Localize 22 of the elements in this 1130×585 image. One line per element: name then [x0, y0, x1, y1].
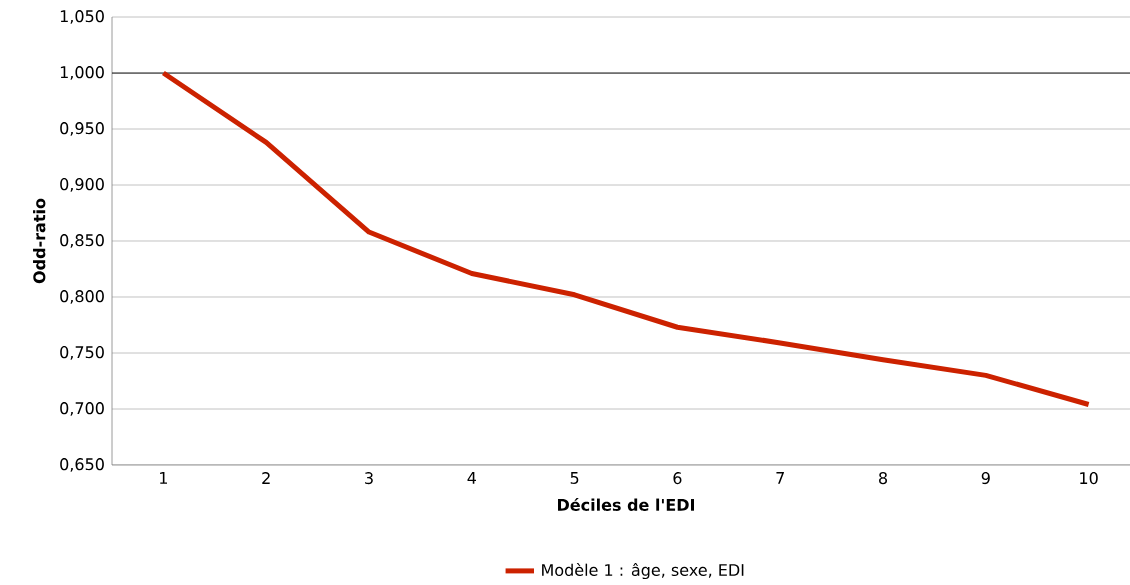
- y-tick-label: 0,900: [60, 178, 104, 192]
- x-tick-label: 3: [365, 472, 373, 485]
- x-tick-label: 9: [981, 472, 990, 485]
- x-tick-label: 2: [262, 472, 270, 484]
- y-tick-label: 1,000: [60, 66, 104, 80]
- y-axis-title: Odd-ratio: [33, 198, 46, 284]
- x-tick-label: 4: [467, 472, 476, 484]
- x-axis-title: Déciles de l'EDI: [558, 497, 695, 511]
- y-tick-label: 0,850: [60, 234, 104, 248]
- x-tick-label: 8: [879, 472, 888, 485]
- x-tick-label: 10: [1080, 472, 1098, 485]
- y-tick-label: 0,800: [60, 290, 104, 304]
- y-tick-label: 1,050: [60, 10, 104, 24]
- x-tick-label: 6: [673, 472, 682, 485]
- y-tick-label: 0,700: [60, 402, 104, 416]
- y-tick-label: 0,750: [60, 346, 104, 360]
- x-tick-label: 5: [570, 472, 579, 484]
- y-tick-label: 0,950: [60, 122, 104, 136]
- legend-label: Modèle 1 : âge, sexe, EDI: [542, 563, 744, 580]
- x-tick-label: 7: [776, 472, 784, 484]
- x-tick-label: 1: [160, 472, 167, 484]
- y-tick-label: 0,650: [60, 458, 104, 472]
